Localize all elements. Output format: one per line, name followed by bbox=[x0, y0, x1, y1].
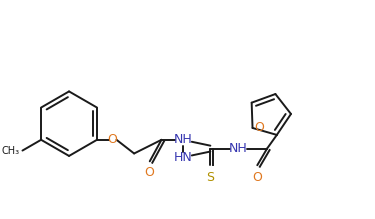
Text: NH: NH bbox=[228, 142, 247, 155]
Text: NH: NH bbox=[174, 133, 192, 146]
Text: O: O bbox=[255, 122, 264, 134]
Text: O: O bbox=[252, 171, 262, 184]
Text: S: S bbox=[206, 171, 214, 184]
Text: HN: HN bbox=[174, 151, 192, 164]
Text: O: O bbox=[144, 166, 154, 179]
Text: O: O bbox=[108, 133, 117, 146]
Text: CH₃: CH₃ bbox=[2, 146, 20, 155]
